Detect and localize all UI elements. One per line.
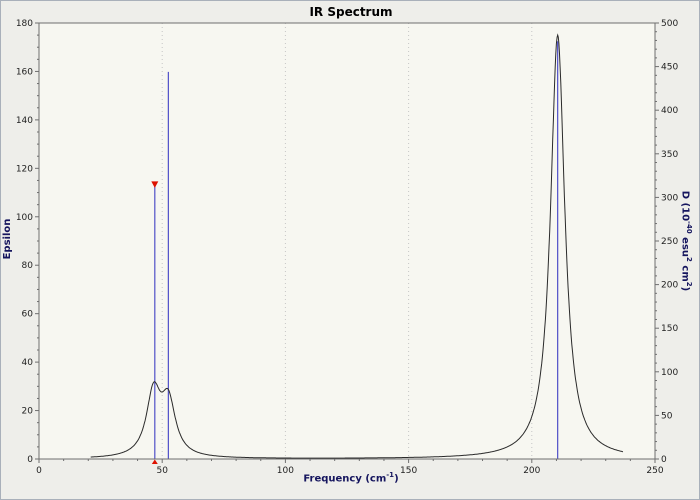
svg-text:100: 100 bbox=[16, 213, 33, 223]
transition-sticks[interactable] bbox=[154, 41, 559, 459]
svg-text:400: 400 bbox=[661, 106, 678, 116]
svg-text:250: 250 bbox=[661, 237, 678, 247]
x-axis-label-exponent: -1 bbox=[386, 471, 395, 479]
svg-text:180: 180 bbox=[16, 19, 33, 29]
svg-text:200: 200 bbox=[661, 281, 678, 291]
chart-title: IR Spectrum bbox=[309, 5, 393, 19]
right-axis-label-close: ) bbox=[679, 286, 691, 292]
x-axis-label-text: Frequency (cm bbox=[303, 473, 387, 485]
svg-text:0: 0 bbox=[36, 466, 42, 476]
svg-text:0: 0 bbox=[661, 455, 667, 465]
svg-text:120: 120 bbox=[16, 164, 33, 174]
svg-text:60: 60 bbox=[22, 310, 34, 320]
selected-peak-axis-marker bbox=[151, 459, 158, 464]
right-axis-label-cm: cm bbox=[679, 261, 691, 282]
right-axis-label: D (10-40 esu2 cm2) bbox=[677, 91, 693, 391]
svg-text:40: 40 bbox=[22, 358, 34, 368]
svg-text:350: 350 bbox=[661, 150, 678, 160]
selected-peak-marker[interactable] bbox=[151, 181, 159, 188]
svg-text:300: 300 bbox=[661, 193, 678, 203]
left-axis-label: Epsilon bbox=[2, 218, 13, 260]
svg-text:200: 200 bbox=[523, 466, 540, 476]
axis-ticks bbox=[35, 22, 659, 463]
svg-text:100: 100 bbox=[661, 368, 678, 378]
svg-text:0: 0 bbox=[27, 455, 33, 465]
right-axis-label-exp1: -40 bbox=[685, 221, 693, 234]
svg-text:160: 160 bbox=[16, 67, 33, 77]
svg-text:80: 80 bbox=[22, 261, 34, 271]
x-axis-label: Frequency (cm-1) bbox=[1, 471, 699, 485]
svg-text:50: 50 bbox=[661, 411, 673, 421]
svg-text:500: 500 bbox=[661, 19, 678, 29]
svg-text:150: 150 bbox=[661, 324, 678, 334]
right-axis-label-text: D (10 bbox=[679, 190, 691, 222]
svg-text:450: 450 bbox=[661, 63, 678, 73]
svg-text:150: 150 bbox=[400, 466, 417, 476]
gridlines bbox=[161, 23, 533, 459]
tick-labels: 0 50 100 150 200 2500204060801001201401601800… bbox=[16, 19, 679, 476]
svg-text:100: 100 bbox=[277, 466, 294, 476]
x-axis-label-close: ) bbox=[394, 473, 399, 485]
plot-area[interactable] bbox=[39, 23, 655, 459]
svg-text:50: 50 bbox=[156, 466, 168, 476]
svg-text:140: 140 bbox=[16, 116, 33, 126]
svg-text:250: 250 bbox=[646, 466, 663, 476]
spectrum-curve bbox=[90, 33, 624, 459]
svg-text:20: 20 bbox=[22, 407, 34, 417]
right-axis-label-esu: esu bbox=[679, 233, 691, 258]
